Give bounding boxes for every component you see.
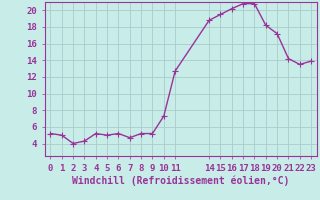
X-axis label: Windchill (Refroidissement éolien,°C): Windchill (Refroidissement éolien,°C) (72, 175, 290, 186)
